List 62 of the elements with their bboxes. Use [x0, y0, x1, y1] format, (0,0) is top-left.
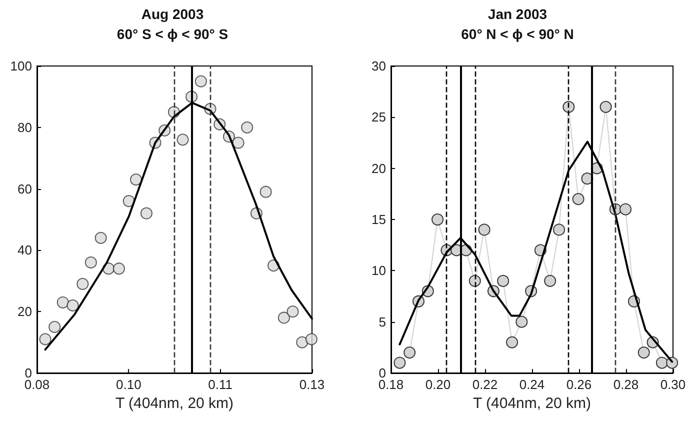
point	[506, 336, 518, 348]
y-tick-label: 30	[372, 58, 386, 74]
point	[656, 356, 668, 369]
point	[468, 274, 481, 287]
point	[140, 207, 152, 220]
point	[620, 203, 632, 216]
point	[176, 134, 189, 146]
x-tick-label: 0.26	[566, 377, 592, 392]
x-tick-label: 0.22	[472, 377, 498, 392]
y-tick-label: 25	[372, 110, 386, 125]
y-tick-label: 20	[18, 304, 32, 320]
x-tick-label: 0.13	[299, 377, 325, 392]
point	[553, 224, 566, 236]
point	[305, 333, 318, 346]
x-tick-label: 0.24	[519, 377, 545, 392]
y-tick-label: 80	[18, 120, 32, 135]
point	[260, 186, 272, 198]
chart-title: Jan 2003	[488, 6, 548, 22]
point	[562, 100, 575, 113]
x-tick-label: 0.30	[660, 377, 686, 392]
point	[94, 232, 107, 244]
point	[39, 333, 52, 346]
point	[394, 356, 406, 369]
point	[232, 136, 244, 149]
x-axis-title: T (404nm, 20 km)	[115, 394, 234, 412]
chart-title: Aug 2003	[141, 6, 204, 22]
x-axis-title: T (404nm, 20 km)	[472, 394, 592, 412]
point	[56, 296, 69, 308]
point	[497, 274, 510, 287]
point	[122, 195, 135, 208]
y-tick-label: 10	[372, 263, 386, 278]
y-tick-label: 40	[18, 242, 32, 258]
chart-subtitle: 60° N < ϕ < 90° N	[461, 26, 574, 42]
x-tick-label: 0.11	[208, 377, 232, 392]
point	[278, 312, 290, 324]
point	[194, 75, 207, 88]
point	[112, 262, 125, 275]
y-tick-label: 15	[372, 212, 386, 227]
chart-subtitle: 60° S < ϕ < 90° S	[116, 26, 228, 42]
point	[48, 320, 61, 333]
y-tick-label: 5	[378, 314, 386, 330]
y-tick-label: 20	[372, 160, 386, 176]
y-tick-label: 60	[18, 181, 32, 196]
point	[296, 336, 308, 348]
point	[76, 278, 89, 290]
point	[66, 299, 79, 312]
point	[241, 121, 254, 134]
point	[84, 256, 97, 268]
point	[286, 306, 299, 318]
y-tick-label: 100	[10, 58, 32, 74]
point	[572, 193, 584, 206]
point	[404, 346, 416, 359]
point	[638, 346, 650, 359]
x-tick-label: 0.20	[425, 377, 451, 392]
x-tick-label: 0.28	[613, 377, 639, 392]
point	[600, 100, 612, 113]
point	[130, 174, 142, 186]
x-tick-label: 0.10	[116, 377, 142, 392]
point	[544, 274, 556, 287]
point	[516, 316, 528, 328]
point	[432, 214, 444, 226]
point	[478, 224, 490, 236]
